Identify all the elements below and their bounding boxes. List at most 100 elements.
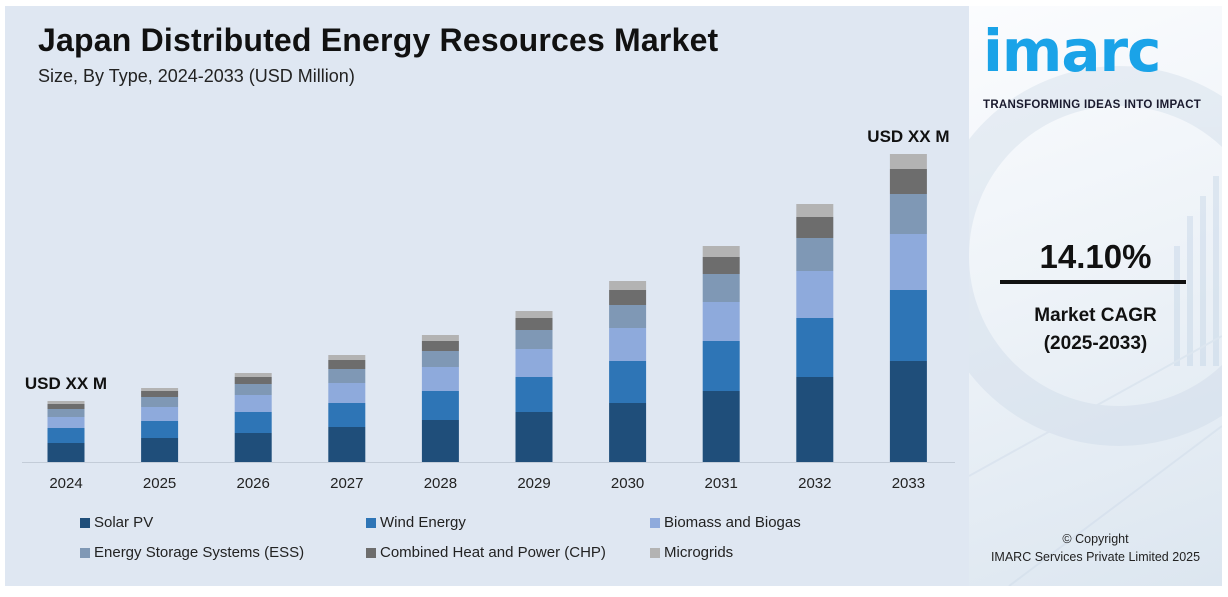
bar-segment-2026-1 (234, 412, 272, 433)
bar-segment-2032-2 (796, 271, 834, 318)
x-tick-label-2026: 2026 (237, 475, 270, 492)
bar-segment-2024-2 (47, 417, 85, 428)
bar-segment-2029-4 (515, 318, 553, 330)
chart-title: Japan Distributed Energy Resources Marke… (38, 22, 719, 58)
bar-segment-2030-4 (609, 290, 647, 305)
legend-item: Microgrids (650, 544, 733, 561)
logo-tagline: TRANSFORMING IDEAS INTO IMPACT (983, 99, 1202, 111)
bar-segment-2030-0 (609, 403, 647, 462)
bar-segment-2026-5 (234, 373, 272, 377)
legend-label: Combined Heat and Power (CHP) (380, 544, 606, 561)
bar-segment-2031-0 (702, 391, 740, 462)
legend-swatch (80, 547, 90, 558)
bar-segment-2033-4 (889, 169, 927, 194)
legend-item: Combined Heat and Power (CHP) (366, 544, 606, 561)
bar-stack-2025 (141, 388, 179, 462)
x-tick-label-2033: 2033 (892, 475, 925, 492)
legend-label: Solar PV (94, 514, 154, 531)
bar-segment-2027-0 (328, 427, 366, 462)
bar-stack-2032 (796, 204, 834, 462)
bar-segment-2032-3 (796, 238, 834, 271)
x-tick-label-2025: 2025 (143, 475, 176, 492)
x-tick-label-2024: 2024 (49, 475, 82, 492)
bar-segment-2025-1 (141, 421, 179, 438)
bar-segment-2031-1 (702, 341, 740, 391)
legend-label: Microgrids (664, 544, 734, 561)
bar-segment-2024-0 (47, 443, 85, 462)
x-tick-label-2028: 2028 (424, 475, 457, 492)
bar-segment-2025-3 (141, 397, 179, 407)
bar-stack-2024 (47, 401, 85, 462)
bar-segment-2027-5 (328, 355, 366, 360)
bar-segment-2029-5 (515, 311, 553, 318)
bar-segment-2028-4 (421, 341, 459, 351)
bar-segment-2025-5 (141, 388, 179, 391)
x-tick-label-2031: 2031 (705, 475, 738, 492)
bar-segment-2031-5 (702, 246, 740, 257)
bar-stack-2033 (889, 154, 927, 462)
cagr-divider (1000, 280, 1186, 284)
bar-stack-2026 (234, 373, 272, 462)
cagr-value: 14.10% (1039, 238, 1152, 275)
bar-segment-2033-0 (889, 361, 927, 462)
legend-item: Energy Storage Systems (ESS) (80, 544, 304, 561)
bar-segment-2032-0 (796, 377, 834, 462)
bar-segment-2029-0 (515, 412, 553, 462)
imarc-logo: imarc (983, 16, 1213, 86)
bar-segment-2026-3 (234, 384, 272, 395)
bar-segment-2033-2 (889, 234, 927, 290)
bar-segment-2024-4 (47, 404, 85, 409)
bar-segment-2024-3 (47, 409, 85, 417)
bar-segment-2024-1 (47, 428, 85, 443)
bar-segment-2026-4 (234, 377, 272, 384)
bar-segment-2027-2 (328, 383, 366, 403)
bar-segment-2029-2 (515, 349, 553, 377)
bar-segment-2031-4 (702, 257, 740, 274)
legend-label: Energy Storage Systems (ESS) (94, 544, 305, 561)
bar-segment-2025-2 (141, 407, 179, 421)
legend-item: Biomass and Biogas (650, 514, 801, 531)
legend-item: Wind Energy (366, 514, 466, 531)
background-graphic (969, 66, 1222, 586)
bar-segment-2030-5 (609, 281, 647, 290)
bar-segment-2026-2 (234, 395, 272, 412)
x-tick-label-2032: 2032 (798, 475, 831, 492)
cagr-label-line1: Market CAGR (1034, 305, 1157, 326)
bar-stack-2028 (421, 335, 459, 462)
bar-segment-2025-0 (141, 438, 179, 462)
start-value-label: USD XX M (25, 374, 107, 393)
legend-label: Wind Energy (380, 514, 466, 531)
bar-segment-2032-1 (796, 318, 834, 377)
bar-segment-2027-1 (328, 403, 366, 427)
stacked-bar-chart: 2024 2025 2026 2027 2028 2029 2030 2031 2032 2033… (22, 127, 955, 492)
bar-segment-2029-1 (515, 377, 553, 412)
bar-segment-2031-3 (702, 274, 740, 302)
bar-segment-2029-3 (515, 330, 553, 349)
bar-segment-2032-5 (796, 204, 834, 217)
bar-segment-2028-5 (421, 335, 459, 341)
chart-subtitle: Size, By Type, 2024-2033 (USD Million) (38, 66, 355, 86)
legend-swatch (366, 547, 376, 558)
x-tick-label-2030: 2030 (611, 475, 644, 492)
bar-stack-2027 (328, 355, 366, 462)
bar-segment-2033-3 (889, 194, 927, 234)
bar-segment-2024-5 (47, 401, 85, 404)
bar-segment-2028-1 (421, 391, 459, 420)
x-tick-label-2027: 2027 (330, 475, 363, 492)
copyright-line1: © Copyright (1062, 532, 1129, 546)
legend-item: Solar PV (80, 514, 153, 531)
bar-segment-2032-4 (796, 217, 834, 238)
bar-stack-2031 (702, 246, 740, 462)
chart-legend: Solar PV Wind Energy Biomass and Biogas Ene… (80, 514, 940, 574)
bar-stack-2030 (609, 281, 647, 462)
bar-segment-2030-1 (609, 361, 647, 403)
bar-segment-2031-2 (702, 302, 740, 341)
sidebar-panel: imarc TRANSFORMING IDEAS INTO IMPACT 14.… (969, 6, 1222, 586)
bar-segment-2025-4 (141, 391, 179, 397)
end-value-label: USD XX M (867, 127, 949, 146)
copyright-line2: IMARC Services Private Limited 2025 (990, 550, 1201, 564)
bar-segment-2030-2 (609, 328, 647, 361)
bar-segment-2027-3 (328, 369, 366, 383)
bar-segment-2033-5 (889, 154, 927, 169)
